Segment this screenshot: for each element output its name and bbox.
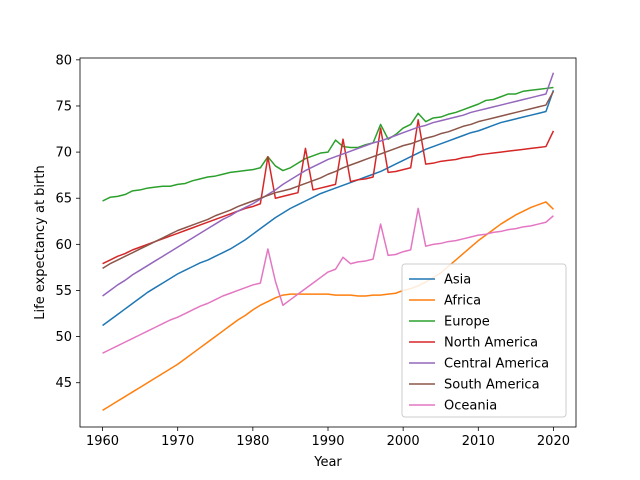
y-tick-label: 45 <box>55 376 72 391</box>
series-line-1 <box>102 90 555 327</box>
series-line-5 <box>102 72 555 297</box>
series-line-7 <box>102 207 554 354</box>
legend-box <box>401 263 567 418</box>
series-line-2 <box>102 201 554 412</box>
series-layer <box>102 72 555 412</box>
x-axis-label: Year <box>313 455 342 470</box>
y-tick-label: 75 <box>55 99 72 114</box>
legend-label: Africa <box>444 294 481 309</box>
y-tick-label: 55 <box>55 284 72 299</box>
x-tick-label: 1980 <box>236 434 269 449</box>
series-line-4 <box>102 119 555 265</box>
legend-label: Oceania <box>444 399 497 414</box>
x-tick-label: 2020 <box>537 434 570 449</box>
x-axis: 1960 1970 1980 1990 2000 2010 2020 <box>86 427 570 449</box>
y-axis-label: Life expectancy at birth <box>33 165 48 319</box>
x-tick-label: 2010 <box>462 434 495 449</box>
y-tick-label: 80 <box>55 53 72 68</box>
legend-label: North America <box>444 336 538 351</box>
legend: Asia Africa Europe North America Central Ame… <box>401 263 567 418</box>
x-tick-label: 2000 <box>387 434 420 449</box>
legend-label: South America <box>444 378 540 393</box>
x-tick-label: 1960 <box>86 434 119 449</box>
y-tick-label: 70 <box>55 146 72 161</box>
legend-label: Central America <box>444 357 549 372</box>
x-tick-label: 1990 <box>311 434 344 449</box>
x-tick-label: 1970 <box>161 434 194 449</box>
y-tick-label: 50 <box>55 330 72 345</box>
series-line-3 <box>102 86 554 202</box>
series-line-6 <box>102 90 555 269</box>
y-axis: 45 50 55 60 65 70 75 80 <box>55 53 80 391</box>
legend-label: Asia <box>444 273 471 288</box>
y-tick-label: 60 <box>55 238 72 253</box>
legend-label: Europe <box>444 315 490 330</box>
y-tick-label: 65 <box>55 192 72 207</box>
